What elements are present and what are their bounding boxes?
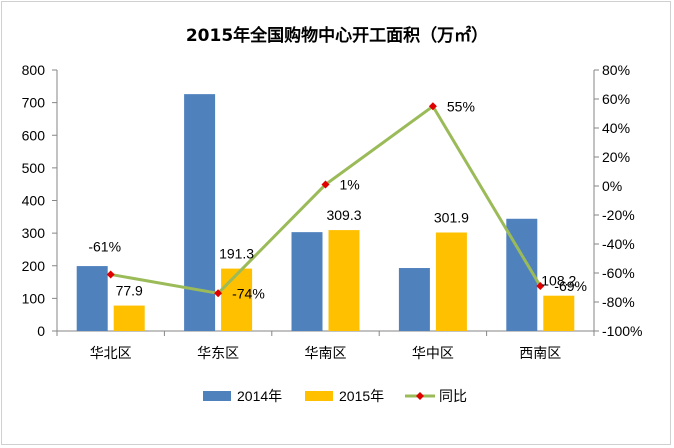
bar-data-label: 108.2 [541, 273, 576, 289]
category-label: 华北区 [90, 346, 132, 362]
bar-2015年 [543, 295, 575, 331]
bar-2014年 [291, 232, 323, 331]
legend-swatch-marker [416, 392, 424, 400]
yoy-data-label: 1% [340, 177, 360, 193]
yoy-marker [428, 102, 437, 111]
bar-data-label: 301.9 [434, 210, 469, 226]
right-tick-label: 0% [602, 178, 622, 194]
bar-data-label: 77.9 [116, 283, 143, 299]
yoy-marker [106, 270, 115, 279]
right-tick-label: 20% [602, 149, 630, 165]
chart-title: 2015年全国购物中心开工面积（万㎡） [186, 25, 488, 46]
yoy-data-label: -74% [232, 285, 265, 301]
left-tick-label: 0 [37, 323, 45, 339]
bar-2014年 [76, 266, 108, 331]
bar-data-label: 309.3 [326, 207, 361, 223]
left-tick-label: 700 [22, 95, 46, 111]
category-label: 华南区 [305, 346, 347, 362]
yoy-data-label: -69% [554, 278, 587, 294]
legend-swatch [305, 391, 333, 401]
right-tick-label: -60% [602, 265, 635, 281]
yoy-marker [321, 180, 330, 189]
legend-label: 2014年 [237, 388, 282, 404]
yoy-marker [536, 282, 545, 291]
right-tick-label: -20% [602, 207, 635, 223]
left-tick-label: 300 [22, 225, 46, 241]
left-tick-label: 200 [22, 258, 46, 274]
yoy-marker [214, 289, 223, 298]
bar-data-label: 191.3 [219, 246, 254, 262]
category-label: 华东区 [197, 346, 239, 362]
category-label: 华中区 [412, 346, 454, 362]
left-tick-label: 800 [22, 62, 46, 78]
right-tick-label: -100% [602, 323, 642, 339]
left-tick-label: 600 [22, 127, 46, 143]
left-tick-label: 400 [22, 193, 46, 209]
right-tick-label: -80% [602, 294, 635, 310]
legend-swatch [203, 391, 231, 401]
bar-2015年 [113, 305, 145, 331]
legend-label: 同比 [439, 388, 467, 404]
right-tick-label: 60% [602, 91, 630, 107]
bar-2014年 [398, 268, 430, 331]
bar-2015年 [328, 230, 360, 331]
right-tick-label: 80% [602, 62, 630, 78]
yoy-data-label: 55% [447, 98, 475, 114]
left-tick-label: 100 [22, 290, 46, 306]
category-label: 西南区 [519, 346, 561, 362]
yoy-data-label: -61% [88, 238, 121, 254]
legend-label: 2015年 [339, 388, 384, 404]
yoy-line [110, 104, 542, 295]
right-tick-label: 40% [602, 120, 630, 136]
left-tick-label: 500 [22, 160, 46, 176]
bar-2015年 [221, 268, 253, 331]
bar-2015年 [435, 232, 467, 331]
bar-2014年 [184, 94, 216, 331]
right-tick-label: -40% [602, 236, 635, 252]
